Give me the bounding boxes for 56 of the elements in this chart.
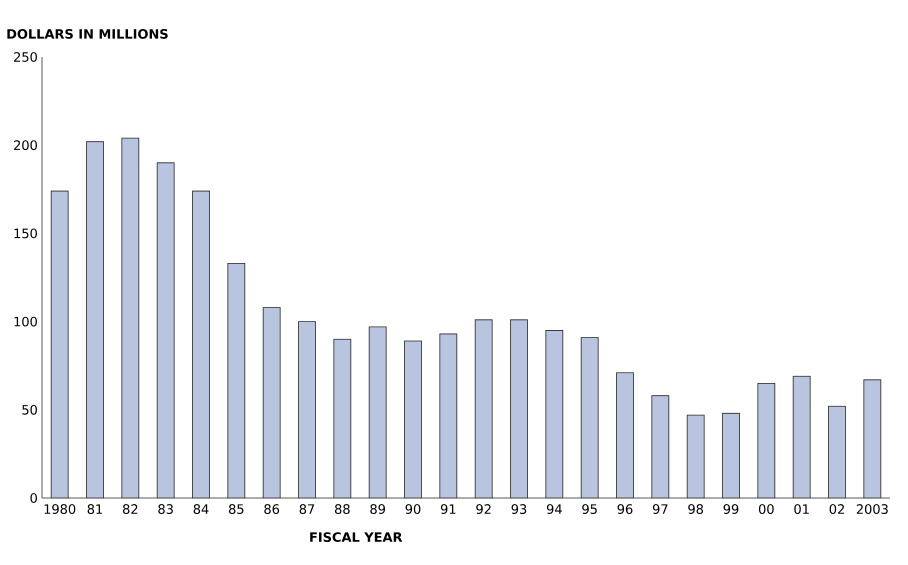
x-tick-label: 93 <box>512 504 526 514</box>
bar <box>474 319 493 498</box>
bar <box>616 372 634 498</box>
x-tick-label: 97 <box>652 504 668 514</box>
x-tick-label: 98 <box>688 504 704 514</box>
bar <box>545 330 564 498</box>
x-tick-label: 1980 <box>44 504 76 514</box>
x-tick-label: 85 <box>228 504 244 514</box>
bar <box>333 338 352 498</box>
x-tick-label: 86 <box>264 504 280 514</box>
y-axis-title: DOLLARS IN MILLIONS <box>7 29 168 39</box>
x-tick-label: 81 <box>88 504 102 514</box>
y-tick-label: 0 <box>30 493 37 503</box>
bar <box>368 326 387 498</box>
bar <box>686 414 705 498</box>
x-tick-label: 91 <box>440 504 456 514</box>
bar <box>192 190 210 498</box>
bar <box>262 307 281 498</box>
y-tick-label: 250 <box>14 52 37 62</box>
x-tick-label: 00 <box>758 504 774 514</box>
bar <box>828 406 846 498</box>
bar <box>86 141 104 498</box>
bar <box>156 162 175 498</box>
x-tick-label: 95 <box>582 504 597 514</box>
x-tick-label: 82 <box>122 504 138 514</box>
bar <box>757 382 776 498</box>
x-tick-label: 87 <box>300 504 314 514</box>
y-tick-label: 50 <box>22 404 37 415</box>
x-axis-title: FISCAL YEAR <box>310 532 402 542</box>
y-tick-label: 100 <box>14 316 37 326</box>
x-tick-label: 99 <box>724 504 738 514</box>
bar <box>227 262 246 498</box>
bar <box>404 340 422 498</box>
bar <box>580 337 599 498</box>
x-tick-label: 83 <box>158 504 173 514</box>
bar <box>510 319 528 498</box>
x-tick-label: 96 <box>618 504 632 514</box>
x-tick-label: 92 <box>476 504 491 514</box>
bar <box>651 395 670 498</box>
x-tick-label: 89 <box>370 504 385 514</box>
y-tick-label: 200 <box>14 140 37 150</box>
bar <box>722 412 740 498</box>
bar <box>792 376 811 498</box>
bar <box>50 190 69 498</box>
x-tick-label: 90 <box>406 504 420 514</box>
bar <box>298 321 316 498</box>
bar <box>863 379 882 498</box>
x-tick-label: 02 <box>830 504 844 514</box>
bar <box>121 138 140 498</box>
x-tick-label: 88 <box>334 504 350 514</box>
x-tick-label: 84 <box>194 504 209 514</box>
x-tick-label: 2003 <box>856 504 888 514</box>
bar <box>439 334 458 498</box>
y-tick-label: 150 <box>14 228 37 238</box>
x-tick-label: 01 <box>794 504 809 514</box>
x-tick-label: 94 <box>546 504 562 514</box>
